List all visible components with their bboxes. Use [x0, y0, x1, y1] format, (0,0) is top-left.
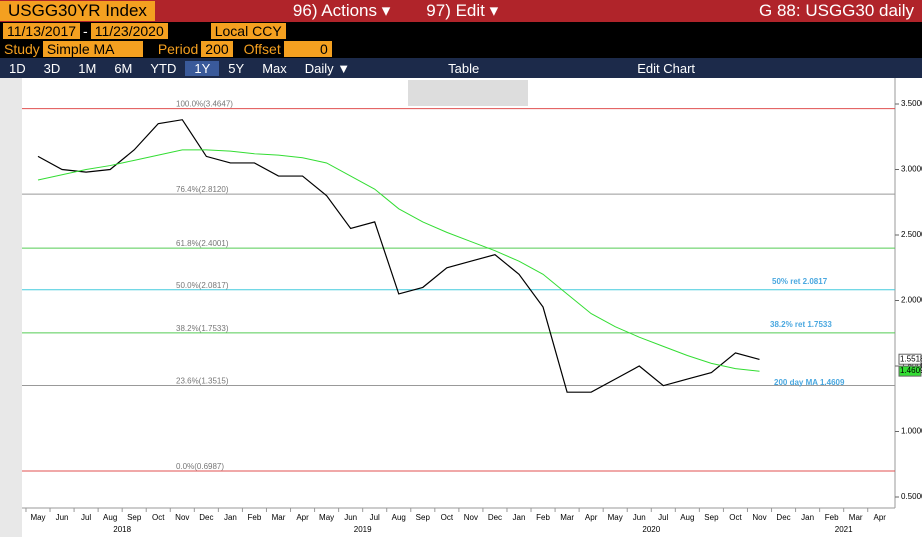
- x-tick-label: May: [608, 513, 623, 522]
- level-label: 76.4%(2.8120): [176, 185, 229, 194]
- table-button[interactable]: Table: [448, 60, 480, 76]
- period-button[interactable]: 6M: [114, 60, 133, 76]
- x-tick-label: May: [319, 513, 334, 522]
- y-tick-label: 2.0000: [901, 296, 922, 305]
- price-tag: [898, 353, 922, 365]
- date-row: 11/13/2017- 11/23/2020 Local CCY: [0, 22, 922, 40]
- x-tick-label: Aug: [392, 513, 406, 522]
- x-tick-label: Jun: [633, 513, 646, 522]
- x-tick-label: Sep: [416, 513, 431, 522]
- x-tick-label: Nov: [464, 513, 478, 522]
- period-button[interactable]: 5Y: [228, 60, 245, 76]
- price-tag-label: 1.5518: [900, 354, 922, 363]
- study-label: Study: [4, 41, 40, 57]
- end-date[interactable]: 11/23/2020: [90, 23, 168, 39]
- x-tick-label: Oct: [152, 513, 165, 522]
- annotation: 38.2% ret 1.7533: [770, 320, 832, 329]
- x-tick-label: Apr: [585, 513, 598, 522]
- year-label: 2020: [642, 525, 660, 534]
- level-label: 23.6%(1.3515): [176, 377, 229, 386]
- price-tag-label: 1.4609: [900, 366, 922, 375]
- x-tick-label: Jan: [801, 513, 814, 522]
- series-line: [37, 119, 760, 393]
- y-tick-label: 0.5000: [901, 492, 922, 501]
- edit-chart[interactable]: Edit Chart: [637, 60, 696, 76]
- study-name[interactable]: Simple MA: [42, 41, 143, 57]
- period-label: Period: [157, 41, 199, 57]
- x-tick-label: Feb: [248, 513, 262, 522]
- y-tick-label: 3.0000: [901, 165, 922, 174]
- year-label: 2018: [113, 525, 131, 534]
- x-tick-label: Dec: [199, 513, 213, 522]
- annotation: 50% ret 2.0817: [772, 277, 828, 286]
- x-tick-label: Dec: [776, 513, 790, 522]
- level-label: 61.8%(2.4001): [176, 239, 229, 248]
- x-tick-label: Oct: [729, 513, 742, 522]
- x-tick-label: Sep: [704, 513, 719, 522]
- chart-bg: [0, 78, 922, 537]
- level-label: 0.0%(0.6987): [176, 462, 224, 471]
- y-tick-label: 1.0000: [901, 427, 922, 436]
- period-button[interactable]: 1D: [9, 60, 26, 76]
- x-tick-label: Mar: [272, 513, 286, 522]
- offset-label: Offset: [243, 41, 281, 57]
- year-label: 2019: [354, 525, 372, 534]
- period-button[interactable]: Max: [262, 60, 287, 76]
- x-tick-label: Mar: [560, 513, 574, 522]
- x-tick-label: Apr: [296, 513, 309, 522]
- zoom-panel: [408, 80, 528, 106]
- x-tick-label: Oct: [441, 513, 454, 522]
- x-tick-label: Aug: [103, 513, 117, 522]
- y-tick-label: 1.5000: [901, 361, 922, 370]
- period-button[interactable]: 1Y: [185, 60, 220, 76]
- toolbar: 1D 3D 1M 6M YTD 1Y 5Y Max Daily ▼ Table Edit Chart: [0, 58, 922, 78]
- tool-strip: [0, 78, 22, 537]
- x-tick-label: Feb: [536, 513, 550, 522]
- page-title: G 88: USGG30 daily: [759, 1, 914, 20]
- edit[interactable]: 97) Edit ▾: [426, 1, 499, 20]
- x-tick-label: Jul: [81, 513, 91, 522]
- x-tick-label: May: [30, 513, 45, 522]
- x-tick-label: Feb: [825, 513, 839, 522]
- y-tick-label: 3.5000: [901, 99, 922, 108]
- currency[interactable]: Local CCY: [210, 23, 286, 39]
- x-tick-label: Nov: [175, 513, 189, 522]
- period[interactable]: 200: [201, 41, 233, 57]
- price-tag: [898, 365, 922, 377]
- x-tick-label: Sep: [127, 513, 142, 522]
- actions[interactable]: 96) Actions ▾: [292, 1, 391, 20]
- x-tick-label: Aug: [680, 513, 694, 522]
- frequency[interactable]: Daily ▼: [304, 60, 351, 76]
- x-tick-label: Dec: [488, 513, 502, 522]
- level-label: 100.0%(3.4647): [176, 100, 233, 109]
- x-tick-label: Mar: [849, 513, 863, 522]
- annotation: 200 day MA 1.4609: [774, 378, 845, 387]
- header: USGG30YR Index 96) Actions ▾ 97) Edit ▾ …: [0, 0, 922, 22]
- series-line: [37, 149, 760, 372]
- chart: 0.5000 1.0000 1.5000 2.0000 2.5000 3.0000 3.50…: [0, 78, 922, 537]
- ticker[interactable]: USGG30YR Index: [0, 1, 155, 21]
- level-label: 38.2%(1.7533): [176, 324, 229, 333]
- y-tick-label: 2.5000: [901, 230, 922, 239]
- study-row: Study Simple MA Period 200 Offset 0: [0, 40, 922, 58]
- x-tick-label: Nov: [752, 513, 766, 522]
- level-label: 50.0%(2.0817): [176, 281, 229, 290]
- start-date[interactable]: 11/13/2017: [3, 23, 81, 39]
- x-tick-label: Jul: [370, 513, 380, 522]
- offset[interactable]: 0: [283, 41, 332, 57]
- period-button[interactable]: YTD: [150, 60, 177, 76]
- x-tick-label: Jan: [224, 513, 237, 522]
- x-tick-label: Jan: [513, 513, 526, 522]
- period-button[interactable]: 3D: [43, 60, 61, 76]
- x-tick-label: Apr: [874, 513, 887, 522]
- year-label: 2021: [835, 525, 853, 534]
- x-tick-label: Jun: [56, 513, 69, 522]
- x-tick-label: Jul: [658, 513, 668, 522]
- x-tick-label: Jun: [344, 513, 357, 522]
- period-button[interactable]: 1M: [78, 60, 97, 76]
